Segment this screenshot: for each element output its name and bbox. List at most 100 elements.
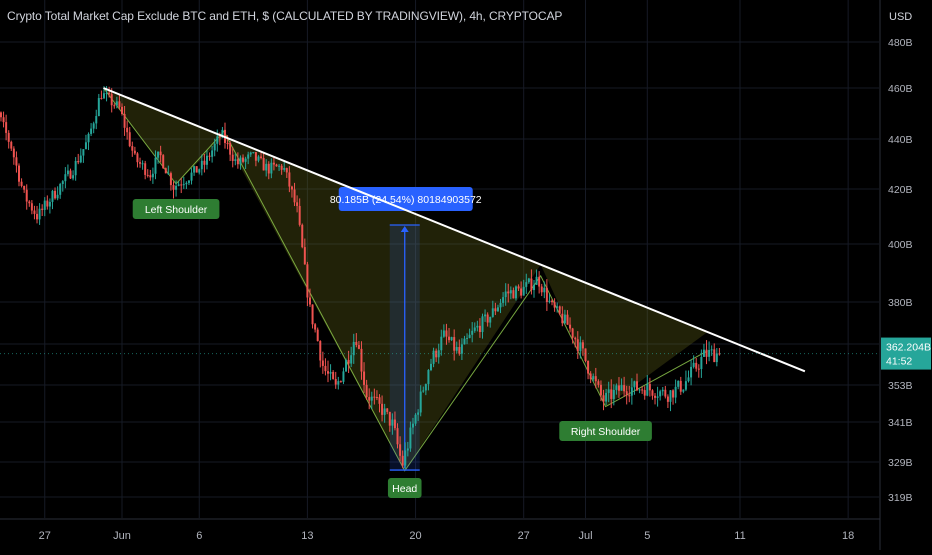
candle-body [630, 387, 633, 396]
candle-body [625, 391, 628, 396]
candle-body [216, 136, 219, 144]
candle-body [499, 302, 502, 308]
candle-body [321, 360, 324, 366]
candle-body [406, 448, 409, 451]
candle-body [136, 153, 139, 163]
candle-body [486, 314, 489, 323]
chart-title: Crypto Total Market Cap Exclude BTC and … [7, 9, 563, 23]
last-price-countdown: 41:52 [886, 356, 912, 368]
candle-body [664, 389, 667, 397]
candle-body [18, 165, 20, 182]
candle-body [334, 378, 337, 385]
candle-body [468, 334, 471, 338]
candle-body [267, 163, 270, 174]
candle-body [589, 373, 592, 380]
price-tick-label: 440B [888, 134, 913, 146]
candle-body [584, 348, 587, 361]
candle-body [610, 389, 613, 399]
candle-body [692, 362, 695, 367]
candle-body [5, 122, 8, 133]
candle-body [69, 170, 72, 179]
pattern-zone-2 [540, 264, 708, 407]
candle-body [87, 133, 90, 143]
neckline[interactable] [103, 87, 806, 373]
candle-body [641, 389, 644, 391]
candle-body [36, 213, 39, 220]
candle-body [141, 163, 144, 165]
candle-body [288, 172, 291, 187]
candle-body [126, 127, 129, 133]
candle-body [242, 157, 245, 162]
candle-body [167, 173, 170, 175]
candle-body [695, 362, 698, 369]
grid [0, 0, 879, 518]
candle-body [370, 396, 373, 401]
measure-arrow-head [400, 226, 409, 233]
candle-body [489, 316, 492, 323]
candle-body [296, 202, 299, 206]
candle-body [514, 286, 517, 299]
candle-body [169, 173, 172, 186]
candle-body [545, 287, 548, 303]
candle-body [422, 390, 425, 392]
candle-body [448, 336, 451, 341]
candle-body [92, 123, 95, 129]
candle-body [569, 324, 572, 329]
candle-body [507, 291, 510, 294]
candle-body [345, 359, 348, 372]
candle-body [417, 412, 420, 415]
candle-body [383, 408, 386, 415]
candle-body [437, 350, 440, 358]
candle-body [46, 200, 49, 207]
candle-body [391, 419, 394, 426]
candle-body [33, 210, 36, 214]
candle-body [265, 163, 268, 171]
candle-body [154, 157, 157, 174]
candle-body [587, 360, 590, 374]
candle-body [236, 159, 239, 165]
candle-body [599, 384, 602, 396]
candle-body [399, 444, 402, 456]
candle-body [558, 306, 561, 314]
candle-body [151, 173, 154, 178]
candle-body [617, 385, 620, 391]
candle-body [473, 327, 476, 331]
candle-body [74, 160, 77, 176]
candle-body [576, 339, 579, 352]
candle-body [128, 132, 131, 147]
candle-body [301, 224, 304, 248]
candle-body [270, 162, 273, 174]
candle-body [12, 148, 15, 158]
candle-body [409, 427, 412, 449]
candle-body [648, 384, 651, 391]
candle-body [324, 365, 327, 372]
candle-body [38, 208, 41, 220]
candle-body [56, 194, 59, 199]
candle-body [566, 314, 569, 325]
candle-body [0, 112, 2, 118]
candle-body [311, 304, 314, 325]
candle-body [102, 93, 105, 99]
candle-body [463, 338, 466, 345]
measure-layer: 80.185B (24.54%) 80184903572 [330, 187, 482, 471]
candle-body [231, 154, 234, 161]
candle-body [283, 168, 286, 170]
candle-body [262, 157, 265, 171]
candle-body [64, 174, 67, 182]
candle-body [656, 396, 659, 398]
candle-body [350, 355, 353, 364]
candle-body [388, 411, 391, 426]
pattern-label-bg [132, 199, 220, 219]
candle-body [669, 390, 672, 402]
candle-body [211, 150, 214, 157]
candle-body [432, 350, 435, 364]
candle-body [28, 201, 31, 204]
candle-body [110, 94, 113, 106]
candle-body [347, 359, 350, 364]
candle-body [530, 278, 533, 291]
candle-body [121, 106, 123, 115]
candle-body [290, 186, 293, 190]
candle-body [218, 136, 221, 138]
